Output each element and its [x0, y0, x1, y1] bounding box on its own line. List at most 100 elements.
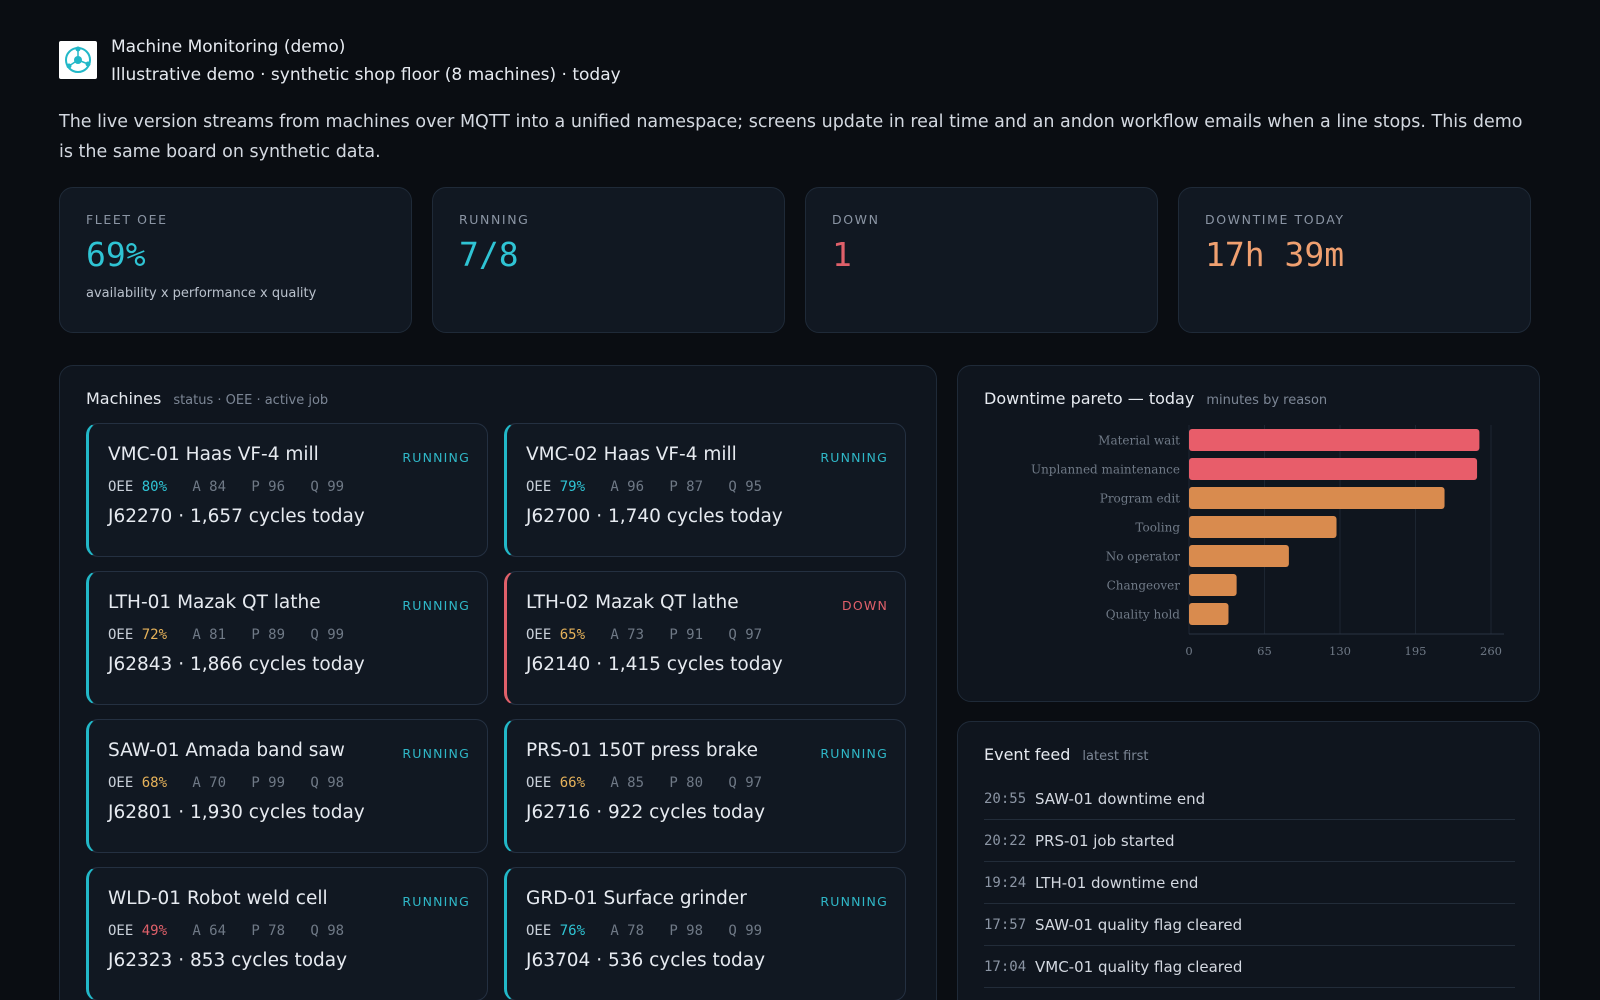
oee-line: OEE 72% A 81 P 89 Q 99 — [108, 627, 345, 643]
machine-id: LTH-02 — [526, 592, 590, 613]
status-badge: RUNNING — [402, 746, 470, 761]
machine-name: VMC-02 Haas VF-4 mill — [526, 444, 887, 465]
active-job: J62270 · 1,657 cycles today — [108, 506, 365, 527]
performance-value: P 91 — [669, 627, 704, 643]
event-text: SAW-01 quality flag cleared — [1035, 915, 1243, 934]
kpi-label: DOWN — [832, 212, 880, 227]
machine-model: Amada band saw — [185, 740, 345, 761]
kpi-downtime-today: DOWNTIME TODAY 17h 39m — [1178, 187, 1531, 333]
machine-card[interactable]: WLD-01 Robot weld cell RUNNING OEE 49% A 6… — [86, 867, 488, 1000]
quality-value: Q 97 — [728, 775, 763, 791]
x-tick-label: 65 — [1257, 644, 1272, 658]
machine-model: Haas VF-4 mill — [185, 444, 319, 465]
oee-line: OEE 65% A 73 P 91 Q 97 — [526, 627, 763, 643]
machine-name: LTH-01 Mazak QT lathe — [108, 592, 469, 613]
machine-card[interactable]: LTH-01 Mazak QT lathe RUNNING OEE 72% A 81… — [86, 571, 488, 705]
panel-title: Event feed — [984, 745, 1071, 764]
machine-card[interactable]: LTH-02 Mazak QT lathe DOWN OEE 65% A 73 P … — [504, 571, 906, 705]
quality-value: Q 95 — [728, 479, 763, 495]
status-badge: RUNNING — [820, 746, 888, 761]
machine-card[interactable]: VMC-01 Haas VF-4 mill RUNNING OEE 80% A 84… — [86, 423, 488, 557]
quality-value: Q 97 — [728, 627, 763, 643]
event-item: 20:22 PRS-01 job started — [984, 820, 1515, 862]
active-job: J62801 · 1,930 cycles today — [108, 802, 365, 823]
oee-value: 79% — [559, 479, 586, 495]
pareto-bar — [1189, 516, 1337, 538]
panel-title: Downtime pareto — today — [984, 389, 1195, 408]
availability-value: A 70 — [192, 775, 227, 791]
machine-card[interactable]: VMC-02 Haas VF-4 mill RUNNING OEE 79% A 96… — [504, 423, 906, 557]
event-time: 19:24 — [984, 874, 1027, 891]
pareto-bar — [1189, 574, 1237, 596]
oee-value: 80% — [141, 479, 168, 495]
availability-value: A 84 — [192, 479, 227, 495]
kpi-value: 17h 39m — [1205, 235, 1345, 274]
machine-model: Surface grinder — [603, 888, 747, 909]
machine-card[interactable]: PRS-01 150T press brake RUNNING OEE 66% A … — [504, 719, 906, 853]
status-badge: RUNNING — [402, 450, 470, 465]
availability-value: A 78 — [610, 923, 645, 939]
performance-value: P 96 — [251, 479, 286, 495]
machine-model: Mazak QT lathe — [595, 592, 739, 613]
machine-model: 150T press brake — [597, 740, 758, 761]
machine-card[interactable]: SAW-01 Amada band saw RUNNING OEE 68% A 70… — [86, 719, 488, 853]
active-job: J62843 · 1,866 cycles today — [108, 654, 365, 675]
availability-value: A 64 — [192, 923, 227, 939]
oee-line: OEE 76% A 78 P 98 Q 99 — [526, 923, 763, 939]
event-text: PRS-01 job started — [1035, 831, 1175, 850]
oee-line: OEE 79% A 96 P 87 Q 95 — [526, 479, 763, 495]
availability-value: A 81 — [192, 627, 227, 643]
status-badge: RUNNING — [820, 894, 888, 909]
pareto-panel: Downtime pareto — today minutes by reaso… — [957, 365, 1540, 702]
kpi-label: FLEET OEE — [86, 212, 168, 227]
machine-card[interactable]: GRD-01 Surface grinder RUNNING OEE 76% A 7… — [504, 867, 906, 1000]
kpi-running: RUNNING 7/8 — [432, 187, 785, 333]
quality-value: Q 98 — [310, 775, 345, 791]
pareto-bar — [1189, 429, 1480, 451]
event-item: 20:55 SAW-01 downtime end — [984, 778, 1515, 820]
kpi-value: 1 — [832, 235, 852, 274]
category-label: Tooling — [1135, 521, 1180, 535]
quality-value: Q 99 — [728, 923, 763, 939]
category-label: Quality hold — [1106, 608, 1181, 622]
pareto-bar — [1189, 458, 1478, 480]
status-badge: DOWN — [842, 598, 888, 613]
machine-id: VMC-01 — [108, 444, 180, 465]
panel-hint: status · OEE · active job — [173, 393, 329, 408]
kpi-down: DOWN 1 — [805, 187, 1158, 333]
quality-value: Q 98 — [310, 923, 345, 939]
machine-name: SAW-01 Amada band saw — [108, 740, 469, 761]
oee-line: OEE 68% A 70 P 99 Q 98 — [108, 775, 345, 791]
oee-value: 66% — [559, 775, 586, 791]
performance-value: P 87 — [669, 479, 704, 495]
oee-value: 49% — [141, 923, 168, 939]
availability-value: A 73 — [610, 627, 645, 643]
oee-line: OEE 66% A 85 P 80 Q 97 — [526, 775, 763, 791]
event-time: 20:55 — [984, 790, 1027, 807]
pareto-bar — [1189, 487, 1445, 509]
oee-value: 68% — [141, 775, 168, 791]
header: Machine Monitoring (demo) Illustrative d… — [59, 34, 621, 90]
oee-line: OEE 49% A 64 P 78 Q 98 — [108, 923, 345, 939]
x-tick-label: 0 — [1185, 644, 1192, 658]
active-job: J62323 · 853 cycles today — [108, 950, 348, 971]
availability-value: A 96 — [610, 479, 645, 495]
machine-id: VMC-02 — [526, 444, 598, 465]
active-job: J62700 · 1,740 cycles today — [526, 506, 783, 527]
event-text: LTH-01 downtime end — [1035, 873, 1199, 892]
panel-hint: minutes by reason — [1206, 393, 1328, 408]
event-list: 20:55 SAW-01 downtime end 20:22 PRS-01 job … — [984, 778, 1515, 988]
oee-value: 72% — [141, 627, 168, 643]
machine-name: GRD-01 Surface grinder — [526, 888, 887, 909]
event-item: 17:57 SAW-01 quality flag cleared — [984, 904, 1515, 946]
event-text: SAW-01 downtime end — [1035, 789, 1206, 808]
machine-name: VMC-01 Haas VF-4 mill — [108, 444, 469, 465]
panel-hint: latest first — [1082, 749, 1149, 764]
machines-panel: Machines status · OEE · active job VMC-0… — [59, 365, 937, 1000]
availability-value: A 85 — [610, 775, 645, 791]
quality-value: Q 99 — [310, 479, 345, 495]
kpi-subtext: availability x performance x quality — [86, 286, 317, 301]
category-label: No operator — [1106, 550, 1180, 564]
status-badge: RUNNING — [402, 894, 470, 909]
